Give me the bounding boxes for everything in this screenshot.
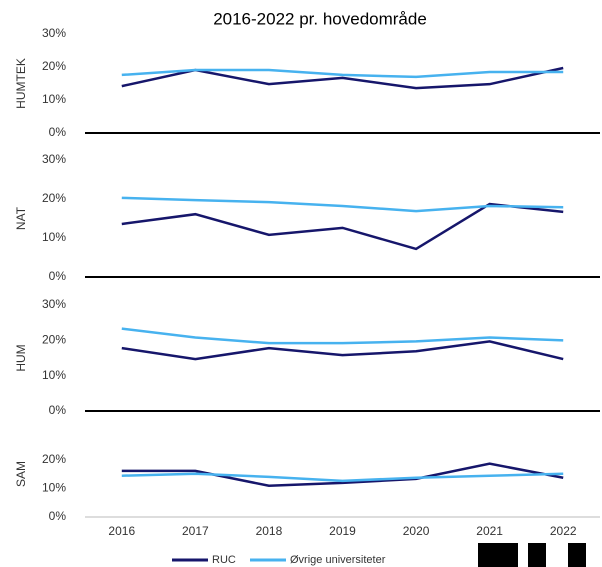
y-tick-label: 30% — [42, 152, 66, 166]
y-tick-label: 20% — [42, 191, 66, 205]
x-tick-label: 2018 — [256, 524, 283, 538]
logo — [478, 543, 518, 567]
x-tick-label: 2020 — [403, 524, 430, 538]
y-tick-label: 10% — [42, 92, 66, 106]
series-line — [121, 202, 564, 251]
x-tick-label: 2021 — [476, 524, 503, 538]
y-axis-label: NAT — [14, 206, 28, 230]
y-tick-label: 0% — [49, 269, 67, 283]
series-line — [121, 196, 564, 213]
legend-label: RUC — [212, 554, 236, 566]
series-line — [121, 462, 564, 488]
legend-label: Øvrige universiteter — [290, 554, 386, 566]
y-axis-label: HUM — [14, 344, 28, 371]
y-tick-label: 10% — [42, 230, 66, 244]
y-tick-label: 20% — [42, 59, 66, 73]
series-line — [121, 327, 564, 345]
series-line — [121, 68, 564, 79]
x-tick-label: 2019 — [329, 524, 356, 538]
y-tick-label: 20% — [42, 452, 66, 466]
y-tick-label: 30% — [42, 297, 66, 311]
chart-title: 2016-2022 pr. hovedområde — [213, 9, 427, 28]
y-tick-label: 20% — [42, 333, 66, 347]
x-tick-label: 2016 — [108, 524, 135, 538]
y-tick-label: 0% — [49, 403, 67, 417]
y-axis-label: SAM — [14, 461, 28, 487]
series-line — [121, 340, 564, 361]
series-line — [121, 472, 564, 483]
logo — [528, 543, 546, 567]
logo — [568, 543, 586, 567]
y-tick-label: 0% — [49, 509, 67, 523]
y-tick-label: 10% — [42, 481, 66, 495]
y-tick-label: 30% — [42, 26, 66, 40]
y-tick-label: 10% — [42, 368, 66, 382]
x-tick-label: 2022 — [550, 524, 577, 538]
y-axis-label: HUMTEK — [14, 58, 28, 109]
x-tick-label: 2017 — [182, 524, 209, 538]
y-tick-label: 0% — [49, 125, 67, 139]
